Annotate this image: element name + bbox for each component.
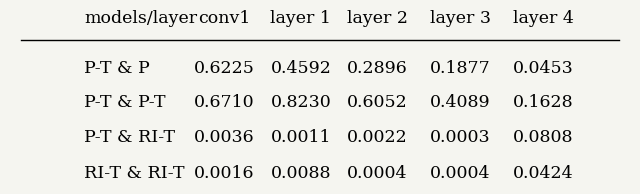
Text: 0.0424: 0.0424 <box>513 165 573 182</box>
Text: 0.0453: 0.0453 <box>513 60 573 77</box>
Text: 0.0808: 0.0808 <box>513 129 573 146</box>
Text: RI-T & RI-T: RI-T & RI-T <box>84 165 185 182</box>
Text: 0.0036: 0.0036 <box>194 129 255 146</box>
Text: layer 1: layer 1 <box>271 10 332 27</box>
Text: P-T & P: P-T & P <box>84 60 150 77</box>
Text: layer 3: layer 3 <box>429 10 491 27</box>
Text: 0.4089: 0.4089 <box>430 94 490 111</box>
Text: 0.0022: 0.0022 <box>347 129 408 146</box>
Text: layer 2: layer 2 <box>347 10 408 27</box>
Text: 0.8230: 0.8230 <box>271 94 332 111</box>
Text: 0.0004: 0.0004 <box>430 165 490 182</box>
Text: 0.0016: 0.0016 <box>194 165 255 182</box>
Text: 0.6710: 0.6710 <box>194 94 255 111</box>
Text: 0.6052: 0.6052 <box>347 94 408 111</box>
Text: 0.4592: 0.4592 <box>271 60 332 77</box>
Text: P-T & P-T: P-T & P-T <box>84 94 166 111</box>
Text: 0.0011: 0.0011 <box>271 129 331 146</box>
Text: models/layer: models/layer <box>84 10 197 27</box>
Text: 0.0004: 0.0004 <box>347 165 408 182</box>
Text: P-T & RI-T: P-T & RI-T <box>84 129 175 146</box>
Text: 0.0003: 0.0003 <box>430 129 490 146</box>
Text: 0.1628: 0.1628 <box>513 94 573 111</box>
Text: layer 4: layer 4 <box>513 10 573 27</box>
Text: 0.1877: 0.1877 <box>430 60 491 77</box>
Text: conv1: conv1 <box>198 10 251 27</box>
Text: 0.2896: 0.2896 <box>347 60 408 77</box>
Text: 0.0088: 0.0088 <box>271 165 331 182</box>
Text: 0.6225: 0.6225 <box>194 60 255 77</box>
